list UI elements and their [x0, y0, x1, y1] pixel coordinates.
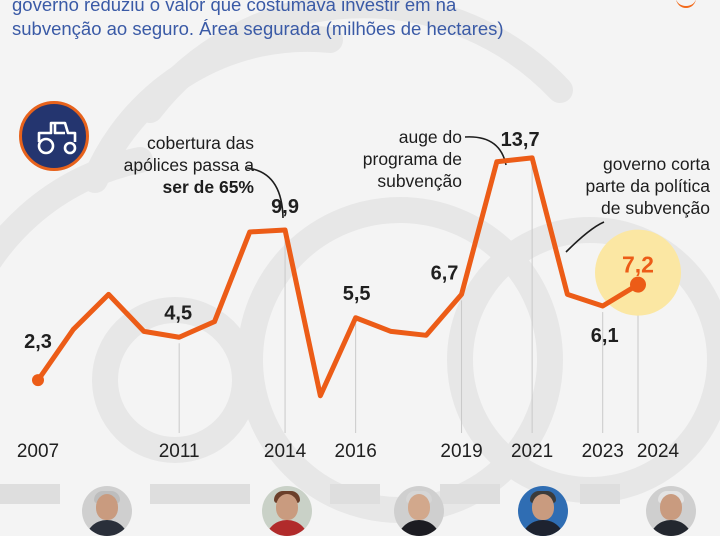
value-label-2014: 9,9 — [271, 196, 299, 218]
subtitle-line-1: governo reduziu o valor que costumava in… — [12, 0, 457, 15]
line-chart: 2,3 4,5 9,9 5,5 6,7 13,7 6,1 7,2 2007 2011 2014 20… — [17, 129, 681, 462]
annotation-auge-line-2: programa de — [362, 149, 462, 169]
annotation-cobertura-line-1: cobertura das — [146, 133, 254, 153]
portrait-temer — [394, 486, 444, 536]
value-label-2007: 2,3 — [24, 331, 52, 353]
annotation-auge-line-3: subvenção — [377, 171, 462, 191]
x-tick-2014: 2014 — [264, 441, 307, 462]
annotation-corte-line-1: governo corta — [602, 154, 710, 174]
portrait-bolsonaro — [518, 486, 568, 536]
tractor-badge — [19, 101, 89, 171]
value-label-2023: 6,1 — [591, 325, 619, 347]
annotation-corte: governo corta parte da política de subve… — [560, 153, 710, 219]
x-tick-2007: 2007 — [17, 441, 59, 462]
annotation-corte-line-3: de subvenção — [601, 198, 710, 218]
connector-cobertura — [246, 167, 284, 219]
x-tick-2019: 2019 — [440, 441, 482, 462]
value-label-2019: 6,7 — [431, 262, 459, 284]
annotation-auge: auge do programa de subvenção — [330, 126, 462, 192]
x-tick-2011: 2011 — [159, 441, 200, 462]
chart-subtitle: governo reduziu o valor que costumava in… — [12, 0, 652, 41]
annotation-cobertura-line-2: apólices passa a — [123, 155, 254, 175]
x-tick-2021: 2021 — [511, 441, 553, 462]
term-band — [440, 484, 500, 504]
series-line — [35, 155, 641, 399]
point-2024 — [630, 276, 646, 293]
value-label-2016: 5,5 — [343, 283, 371, 305]
point-2007 — [32, 374, 44, 387]
portrait-lula — [82, 486, 132, 536]
term-band — [580, 484, 620, 504]
value-label-2024: 7,2 — [622, 252, 654, 278]
highlight-circle — [595, 229, 681, 316]
presidents-strip — [0, 480, 720, 536]
connector-corte — [565, 221, 605, 253]
subtitle-line-2: subvenção ao seguro. Área segurada (milh… — [12, 18, 504, 39]
term-band — [0, 484, 60, 504]
annotation-cobertura-line-3: ser de 65% — [162, 177, 254, 197]
value-label-2021: 13,7 — [501, 129, 540, 151]
annotation-auge-line-1: auge do — [398, 127, 462, 147]
term-band — [150, 484, 250, 504]
annotation-corte-line-2: parte da política — [585, 176, 710, 196]
portrait-lula-2023 — [646, 486, 696, 536]
x-tick-2024: 2024 — [637, 441, 680, 462]
x-tick-2023: 2023 — [582, 441, 624, 462]
term-band — [330, 484, 380, 504]
logo-mark — [676, 0, 696, 8]
portrait-dilma — [262, 486, 312, 536]
x-tick-2016: 2016 — [335, 441, 377, 462]
annotation-cobertura: cobertura das apólices passa a ser de 65… — [100, 132, 254, 198]
tractor-icon — [37, 121, 77, 155]
value-label-2011: 4,5 — [164, 302, 192, 324]
